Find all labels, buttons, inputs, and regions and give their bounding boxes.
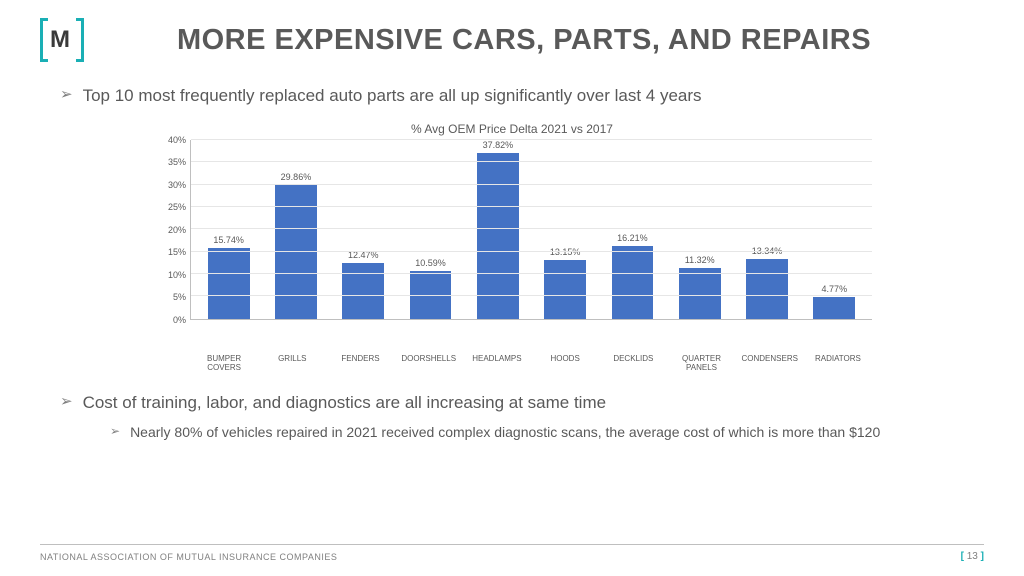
- y-tick-label: 15%: [168, 247, 186, 257]
- bar-slot: 29.86%: [262, 140, 329, 319]
- bar-slot: 12.47%: [330, 140, 397, 319]
- bar-value-label: 13.15%: [550, 247, 581, 257]
- plot-area: 15.74% 29.86% 12.47% 10.59% 37.82% 13.15% 16.2…: [190, 140, 872, 320]
- y-tick-label: 5%: [173, 292, 186, 302]
- bar-value-label: 15.74%: [213, 235, 244, 245]
- bar-slot: 13.15%: [531, 140, 598, 319]
- bar-slot: 11.32%: [666, 140, 733, 319]
- y-axis: 0%5%10%15%20%25%30%35%40%: [152, 140, 190, 320]
- bullet-icon: ➢: [60, 391, 73, 412]
- x-tick-label: HOODS: [531, 350, 599, 373]
- price-delta-chart: % Avg OEM Price Delta 2021 vs 2017 0% 5% 1…: [152, 122, 872, 373]
- bullet-2-sub: ➢ Nearly 80% of vehicles repaired in 202…: [60, 423, 964, 443]
- y-tick-label: 30%: [168, 180, 186, 190]
- x-tick-label: GRILLS: [258, 350, 326, 373]
- page-title: MORE EXPENSIVE CARS, PARTS, AND REPAIRS: [124, 24, 984, 57]
- y-tick-label: 40%: [168, 135, 186, 145]
- logo-letter: M: [50, 26, 69, 54]
- bar-value-label: 16.21%: [617, 233, 648, 243]
- bar-slot: 16.21%: [599, 140, 666, 319]
- bar: [342, 263, 384, 319]
- x-tick-label: HEADLAMPS: [463, 350, 531, 373]
- bar-value-label: 37.82%: [483, 140, 514, 150]
- bullet-2-text: Cost of training, labor, and diagnostics…: [83, 391, 607, 415]
- x-tick-label: RADIATORS: [804, 350, 872, 373]
- bullet-2-sub-text: Nearly 80% of vehicles repaired in 2021 …: [130, 423, 880, 443]
- bar: [612, 246, 654, 319]
- footer: NATIONAL ASSOCIATION OF MUTUAL INSURANCE…: [40, 544, 984, 562]
- bullet-icon: ➢: [110, 423, 120, 440]
- bar-slot: 4.77%: [801, 140, 868, 319]
- bar-value-label: 11.32%: [685, 255, 715, 265]
- bullet-1-text: Top 10 most frequently replaced auto par…: [83, 84, 702, 108]
- bar: [813, 297, 855, 318]
- logo: M: [40, 18, 84, 62]
- bar-value-label: 29.86%: [281, 172, 312, 182]
- bars-container: 15.74% 29.86% 12.47% 10.59% 37.82% 13.15% 16.2…: [191, 140, 872, 319]
- chart-title: % Avg OEM Price Delta 2021 vs 2017: [152, 122, 872, 136]
- x-tick-label: QUARTERPANELS: [667, 350, 735, 373]
- bar-slot: 10.59%: [397, 140, 464, 319]
- bullet-icon: ➢: [60, 84, 73, 105]
- bar: [477, 153, 519, 319]
- bar: [746, 259, 788, 319]
- page-number-value: 13: [967, 551, 978, 562]
- bar: [208, 248, 250, 318]
- bar-slot: 13.34%: [733, 140, 800, 319]
- y-tick-label: 35%: [168, 157, 186, 167]
- bar: [544, 260, 586, 319]
- x-tick-label: BUMPERCOVERS: [190, 350, 258, 373]
- y-tick-label: 25%: [168, 202, 186, 212]
- y-tick-label: 20%: [168, 225, 186, 235]
- bar-slot: 15.74%: [195, 140, 262, 319]
- footer-org: NATIONAL ASSOCIATION OF MUTUAL INSURANCE…: [40, 552, 337, 562]
- x-tick-label: DOORSHELLS: [395, 350, 463, 373]
- bar-slot: 37.82%: [464, 140, 531, 319]
- x-tick-label: FENDERS: [326, 350, 394, 373]
- bar: [679, 268, 721, 319]
- x-axis-labels: BUMPERCOVERSGRILLSFENDERSDOORSHELLSHEADL…: [190, 350, 872, 373]
- bullet-1: ➢ Top 10 most frequently replaced auto p…: [60, 84, 964, 108]
- x-tick-label: DECKLIDS: [599, 350, 667, 373]
- bullet-2: ➢ Cost of training, labor, and diagnosti…: [60, 391, 964, 415]
- x-tick-label: CONDENSERS: [736, 350, 804, 373]
- page-number: [ 13 ]: [961, 551, 984, 562]
- bar-value-label: 10.59%: [415, 258, 446, 268]
- bar-value-label: 4.77%: [822, 284, 848, 294]
- y-tick-label: 10%: [168, 270, 186, 280]
- y-tick-label: 0%: [173, 315, 186, 325]
